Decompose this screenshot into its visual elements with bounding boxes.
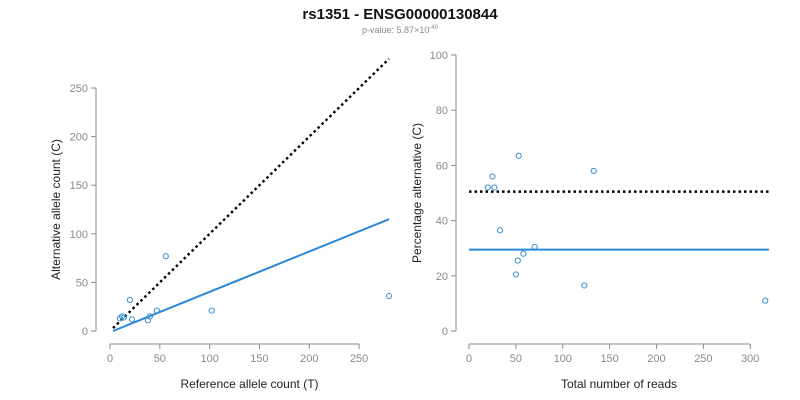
right-panel-y-tick-label: 100: [430, 50, 448, 62]
right-panel-data-point: [496, 227, 504, 234]
left-panel-y-label: Alternative allele count (C): [49, 139, 63, 280]
left-panel-data-point: [128, 316, 136, 323]
right-panel-y-label: Percentage alternative (C): [410, 123, 424, 263]
left-panel-y-tick-label: 0: [82, 326, 88, 338]
right-panel-data-point: [515, 152, 522, 159]
right-panel-x-tick-label: 100: [554, 353, 572, 365]
left-panel-x-tick-label: 250: [350, 353, 368, 365]
left-panel-data-point: [146, 313, 153, 320]
right-panel-x-tick-label: 0: [466, 353, 472, 365]
chart-title: rs1351 - ENSG00000130844: [302, 6, 498, 23]
pvalue-base: 10: [419, 25, 430, 35]
right-panel-x-tick-label: 200: [647, 353, 665, 365]
right-panel-data-point: [762, 297, 769, 304]
pvalue-mantissa: p-value: 5.87: [362, 25, 415, 35]
right-panel-x-tick-label: 50: [510, 353, 522, 365]
left-panel-x-tick-label: 0: [107, 353, 113, 365]
right-panel-y-tick-label: 0: [442, 326, 448, 338]
left-panel-y-tick-label: 150: [70, 180, 88, 192]
right-panel-x-tick-label: 300: [741, 353, 759, 365]
left-panel-x-tick-label: 150: [250, 353, 268, 365]
right-panel-data-point: [489, 173, 496, 180]
left-panel-expected-line: [112, 57, 390, 329]
right-panel-x-label: Total number of reads: [561, 377, 677, 391]
right-panel-y-tick-label: 40: [436, 216, 448, 228]
right-panel-y-tick-label: 20: [436, 271, 448, 283]
right-panel-data-point: [484, 184, 491, 191]
left-panel-x-label: Reference allele count (T): [180, 377, 318, 391]
left-panel-y-tick-label: 50: [76, 277, 88, 289]
right-panel-y-tick-label: 80: [436, 105, 448, 117]
right-panel-data-point: [491, 184, 498, 191]
left-panel-data-point: [116, 315, 124, 322]
right-panel-x-tick-label: 150: [600, 353, 618, 365]
right-panel-data-point: [520, 250, 527, 257]
pvalue-exponent: -40: [429, 25, 438, 31]
left-panel-y-tick-label: 250: [70, 83, 88, 95]
left-panel-data-point: [385, 292, 393, 300]
left-panel-y-tick-label: 200: [70, 132, 88, 144]
left-panel-data-point: [120, 314, 128, 321]
left-panel-x-tick-label: 50: [154, 353, 166, 365]
left-panel-data-point: [208, 307, 215, 314]
left-panel-fit-line: [112, 218, 390, 332]
left-panel-x-tick-label: 200: [300, 353, 318, 365]
right-panel-data-point: [512, 271, 519, 278]
right-panel-data-point: [581, 282, 588, 289]
chart-subtitle: p-value: 5.87×10-40: [0, 25, 800, 35]
pvalue-times: ×: [414, 25, 420, 35]
left-panel-x-tick-label: 100: [200, 353, 218, 365]
right-panel-y-tick-label: 60: [436, 160, 448, 172]
left-panel-data-point: [153, 307, 160, 314]
right-panel-data-point: [590, 167, 597, 175]
left-panel-y-tick-label: 100: [70, 229, 88, 241]
left-panel-data-point: [126, 296, 134, 303]
left-panel-data-point: [162, 253, 169, 260]
right-panel-data-point: [514, 257, 521, 264]
right-panel-data-point: [531, 243, 538, 250]
right-panel-x-tick-label: 250: [694, 353, 712, 365]
